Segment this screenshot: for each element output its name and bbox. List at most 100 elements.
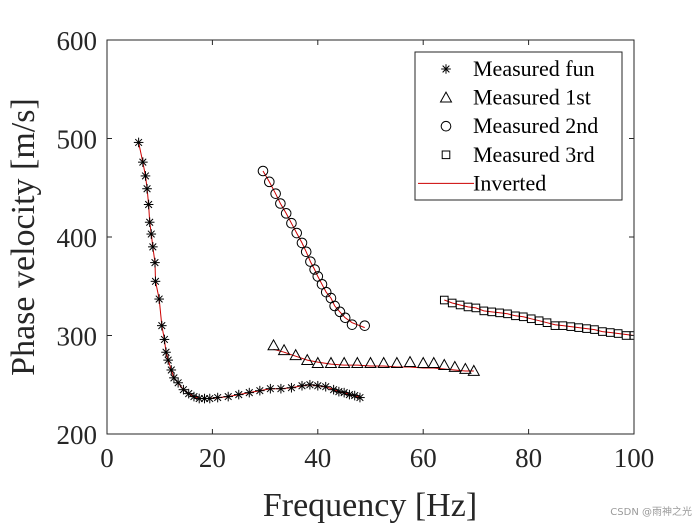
legend-marker-square [441,150,451,160]
y-tick-label: 500 [57,125,98,155]
legend-label: Measured 3rd [473,142,595,167]
data-point-triangle-14 [437,358,451,370]
x-tick-label: 60 [410,443,437,473]
data-point-asterisk-8 [150,257,160,268]
data-point-asterisk-35 [320,381,331,392]
data-point-asterisk-2 [140,171,151,181]
data-point-asterisk-28 [255,385,265,396]
data-point-asterisk-9 [150,276,161,287]
data-point-asterisk-30 [276,383,286,394]
data-point-triangle-10 [390,356,404,368]
data-point-circle-8 [300,246,312,258]
data-point-circle-1 [264,176,275,188]
x-tick-label: 0 [100,443,114,473]
data-point-circle-5 [286,217,297,229]
data-point-triangle-9 [377,356,391,368]
data-point-asterisk-4 [143,199,154,210]
x-tick-label: 100 [614,443,655,473]
x-axis-title: Frequency [Hz] [263,487,477,524]
y-tick-label: 300 [57,322,98,352]
data-point-triangle-13 [427,356,441,368]
data-point-asterisk-3 [142,183,152,194]
data-point-triangle-15 [448,360,462,372]
data-point-triangle-0 [267,338,280,351]
data-point-triangle-1 [277,343,291,356]
data-point-asterisk-32 [297,380,307,391]
legend-label: Inverted [473,170,546,195]
data-point-triangle-17 [467,364,481,376]
data-point-asterisk-11 [157,320,167,331]
data-point-asterisk-10 [154,294,164,304]
data-point-circle-17 [339,312,351,324]
data-point-asterisk-16 [169,373,179,383]
data-point-asterisk-15 [166,365,177,375]
axes: 0 20 40 60 80 100 200 300 400 500 600 [57,26,655,473]
data-point-circle-3 [275,198,286,209]
data-point-circle-0 [257,165,269,177]
data-point-asterisk-41 [355,392,365,403]
x-tick-label: 40 [304,443,331,473]
data-point-asterisk-6 [146,229,157,239]
data-point-asterisk-23 [204,393,215,404]
inverted-curve-3 [444,299,634,336]
y-tick-label: 400 [57,223,98,253]
legend: Measured fun Measured 1st Measured 2nd Meas… [414,51,623,201]
data-point-triangle-6 [337,356,351,368]
data-point-triangle-11 [403,355,417,367]
y-tick-label: 600 [57,26,98,56]
data-point-circle-4 [280,208,292,219]
data-point-asterisk-0 [133,137,144,148]
legend-box [414,51,623,201]
data-point-circle-15 [329,300,340,312]
data-point-asterisk-25 [223,391,234,402]
legend-marker-circle [440,120,452,132]
y-axis-title: Phase velocity [m/s] [5,98,42,376]
data-point-triangle-3 [300,353,314,366]
data-point-asterisk-33 [305,379,315,390]
data-point-triangle-4 [311,356,325,368]
data-point-triangle-12 [416,356,430,368]
x-tick-label: 20 [199,443,226,473]
data-point-asterisk-7 [148,242,158,252]
data-point-asterisk-26 [233,389,244,400]
data-point-asterisk-24 [212,392,223,403]
data-point-circle-19 [359,320,371,331]
data-point-asterisk-31 [286,382,297,393]
data-point-asterisk-29 [265,383,276,394]
data-point-circle-2 [270,188,281,199]
y-tick-label: 200 [57,420,98,450]
watermark-text: CSDN @雨神之光 [610,505,692,518]
data-point-asterisk-34 [313,380,323,391]
data-point-asterisk-14 [163,355,173,365]
data-point-asterisk-1 [138,157,148,167]
legend-label: Measured fun [473,56,595,81]
series-measured-1st [267,338,481,376]
data-point-asterisk-18 [178,384,189,395]
legend-marker-asterisk [441,64,451,74]
data-point-triangle-2 [289,348,303,361]
legend-label: Measured 1st [473,85,591,110]
series-measured-fun [133,137,365,404]
data-point-asterisk-12 [159,334,170,345]
data-point-triangle-5 [324,356,338,368]
data-point-triangle-8 [364,356,377,368]
data-point-circle-6 [291,227,303,239]
data-point-circle-16 [334,306,346,318]
data-point-asterisk-19 [183,388,194,399]
data-point-triangle-7 [350,356,364,368]
data-point-asterisk-27 [244,387,255,398]
legend-marker-triangle [439,91,453,103]
data-point-circle-18 [346,319,358,330]
series-measured-2nd [257,165,371,331]
plot-area [133,137,634,404]
series-measured-3rd [439,295,634,340]
data-point-asterisk-17 [173,377,183,388]
data-point-asterisk-13 [161,347,171,358]
data-point-circle-10 [309,264,320,275]
data-point-asterisk-5 [144,217,155,228]
x-tick-label: 80 [515,443,542,473]
data-point-triangle-16 [459,362,472,374]
legend-label: Measured 2nd [473,113,598,138]
data-point-circle-7 [296,237,308,249]
